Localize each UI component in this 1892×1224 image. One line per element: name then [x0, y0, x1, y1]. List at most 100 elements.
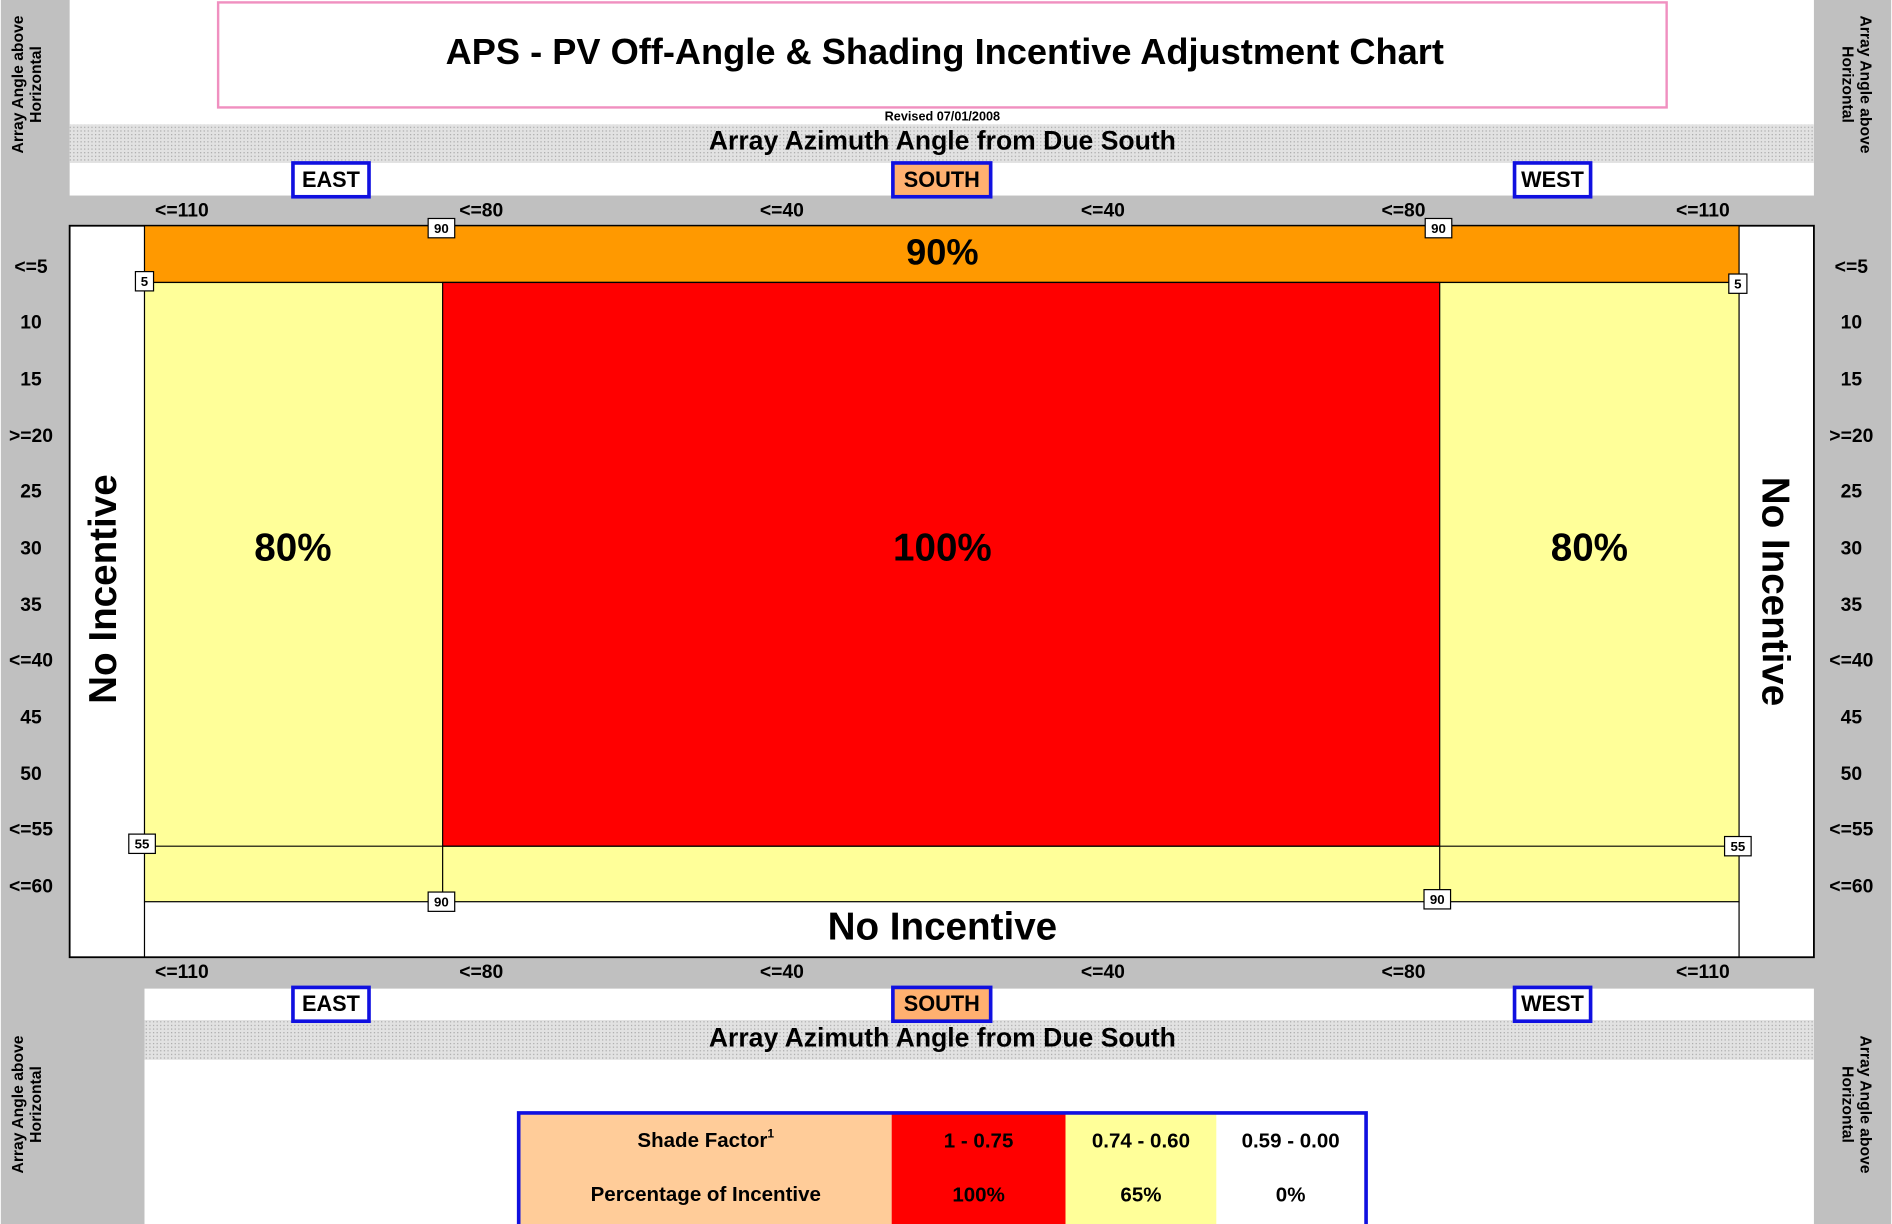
marker: 90	[1431, 221, 1446, 236]
direction-label: EAST	[302, 991, 361, 1016]
revised: Revised 07/01/2008	[885, 109, 1000, 123]
tilt-tick: >=20	[1829, 426, 1873, 447]
legend-value: 0.59 - 0.00	[1242, 1129, 1340, 1152]
azimuth-tick: <=110	[155, 200, 209, 221]
azimuth-label: Array Azimuth Angle from Due South	[709, 1022, 1176, 1052]
tilt-label-line: Horizontal	[28, 1066, 45, 1143]
tilt-tick: 50	[20, 764, 41, 785]
marker: 90	[1430, 892, 1445, 907]
azimuth-tick: <=40	[1081, 200, 1125, 221]
tilt-tick: 35	[20, 595, 42, 616]
marker-box	[134, 270, 155, 292]
tilt-label-line: Horizontal	[1838, 46, 1855, 123]
marker-box	[427, 891, 456, 912]
legend-cell	[891, 1112, 1066, 1224]
direction-box	[1512, 985, 1593, 1024]
zone-label: 80%	[1551, 527, 1628, 570]
azimuth-tick: <=110	[1676, 962, 1730, 983]
azimuth-tick: <=110	[1676, 200, 1730, 221]
no-incentive: No Incentive	[828, 906, 1058, 949]
direction-label: WEST	[1521, 991, 1584, 1016]
tilt-label: Array Angle aboveHorizontal	[1838, 15, 1873, 153]
tilt-tick: 10	[20, 313, 41, 334]
tilt-tick: <=5	[14, 257, 48, 278]
tilt-label-line: Horizontal	[28, 46, 45, 123]
direction-box	[891, 985, 993, 1024]
direction-label: SOUTH	[904, 991, 980, 1016]
zone-label: 100%	[893, 527, 992, 570]
chart	[68, 224, 1815, 959]
direction-label: WEST	[1521, 167, 1584, 192]
legend-value: 0.74 - 0.60	[1092, 1129, 1190, 1152]
marker: 5	[141, 274, 149, 289]
marker-box	[1424, 217, 1453, 239]
marker: 55	[135, 836, 150, 851]
tilt-tick: <=40	[1829, 651, 1873, 672]
tilt-label-line: Array Angle above	[10, 1035, 27, 1173]
tilt-label-line: Horizontal	[1838, 1066, 1855, 1143]
tilt-tick: <=55	[1829, 820, 1873, 841]
tilt-label-line: Array Angle above	[1856, 1035, 1873, 1173]
marker-box	[1423, 889, 1452, 910]
legend-cell	[1065, 1112, 1217, 1224]
tilt-tick: <=55	[9, 820, 53, 841]
tilt-tick: <=40	[9, 651, 53, 672]
direction-box	[1512, 161, 1593, 199]
legend-value: 0%	[1276, 1184, 1306, 1207]
legend-row-text: Shade Factor	[637, 1129, 767, 1152]
direction-box	[291, 161, 371, 199]
legend-row-text: Percentage of Incentive	[591, 1184, 821, 1207]
tilt-tick: 50	[1841, 764, 1862, 785]
tilt-tick: 15	[20, 369, 42, 390]
marker: 90	[434, 894, 449, 909]
legend-cell	[519, 1112, 892, 1224]
title: APS - PV Off-Angle & Shading Incentive A…	[446, 31, 1444, 72]
azimuth-tick: <=80	[1381, 962, 1425, 983]
tilt-tick: 25	[20, 482, 42, 503]
legend-value: 1 - 0.75	[944, 1129, 1014, 1152]
tilt-tick: <=60	[1829, 876, 1873, 897]
zone-label: 80%	[254, 527, 331, 570]
marker: 55	[1730, 839, 1745, 854]
title-box	[216, 1, 1668, 109]
azimuth-band	[69, 124, 1814, 163]
zone-top	[143, 225, 1740, 284]
tilt-label-line: Array Angle above	[1856, 15, 1873, 153]
tilt-tick: 10	[1841, 313, 1862, 334]
marker-box	[427, 217, 456, 239]
marker-box	[128, 833, 156, 855]
tilt-tick: <=5	[1835, 257, 1869, 278]
tilt-tick: <=60	[9, 876, 53, 897]
azimuth-band	[144, 1020, 1814, 1060]
tilt-tick: 45	[20, 707, 42, 728]
tilt-tick: 45	[1841, 707, 1863, 728]
direction-box	[891, 161, 993, 199]
direction-label: EAST	[302, 167, 361, 192]
tilt-tick: 30	[1841, 538, 1862, 559]
azimuth-label: Array Azimuth Angle from Due South	[709, 125, 1176, 155]
marker: 5	[1734, 276, 1742, 291]
legend-value: 100%	[952, 1184, 1004, 1207]
tilt-label-line: Array Angle above	[10, 15, 27, 153]
marker-box	[1728, 273, 1748, 294]
footnote-mark: 1	[767, 1127, 774, 1141]
tilt-tick: 35	[1841, 595, 1863, 616]
tilt-label: Array Angle aboveHorizontal	[10, 15, 45, 153]
legend-value: 65%	[1120, 1184, 1161, 1207]
azimuth-tick: <=40	[760, 962, 804, 983]
direction-box	[291, 985, 371, 1024]
no-incentive: No Incentive	[1754, 477, 1797, 707]
no-incentive: No Incentive	[82, 474, 125, 704]
tilt-tick: 30	[20, 538, 41, 559]
marker-box	[1723, 835, 1752, 857]
azimuth-tick: <=80	[459, 200, 503, 221]
legend-row-label: Percentage of Incentive	[591, 1184, 821, 1207]
zone-label: 90%	[906, 231, 978, 272]
tilt-tick: 15	[1841, 369, 1863, 390]
azimuth-tick: <=110	[155, 962, 209, 983]
legend-row-label: Shade Factor1	[637, 1127, 774, 1152]
zone-center	[442, 281, 1441, 847]
legend-cell	[1216, 1112, 1365, 1224]
tilt-tick: >=20	[9, 426, 53, 447]
